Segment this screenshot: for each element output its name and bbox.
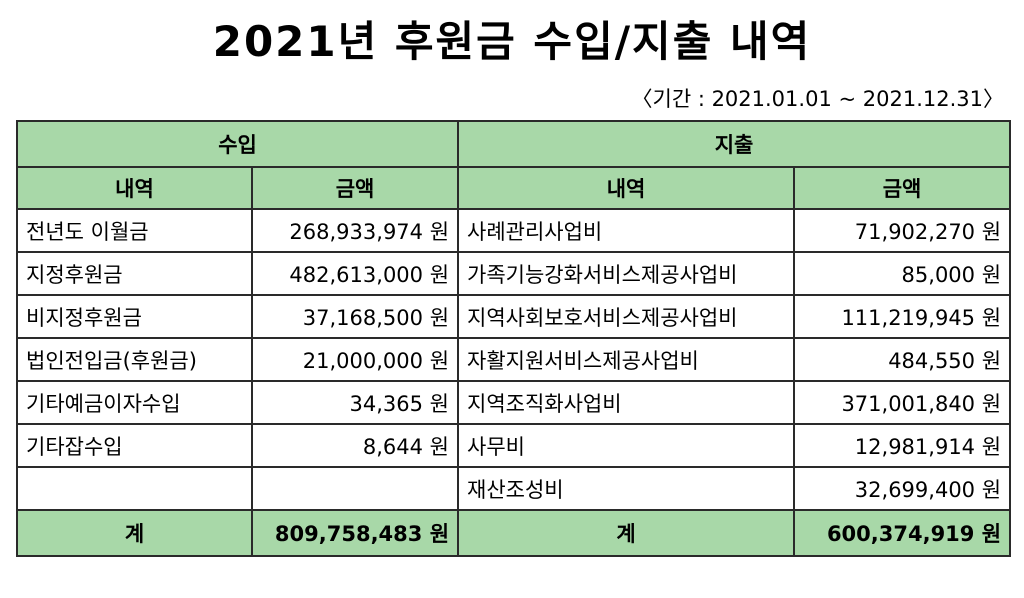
period-label: 〈기간 : 2021.01.01 ~ 2021.12.31〉 [631,87,1005,111]
expense-item: 가족기능강화서비스제공사업비 [457,251,796,296]
expense-item: 사례관리사업비 [457,208,796,253]
expense-section-header: 지출 [457,120,1012,168]
income-item: 지정후원금 [16,251,253,296]
income-amount [250,466,460,511]
expense-amount: 484,550 원 [793,337,1012,382]
income-item: 기타잡수입 [16,423,253,468]
table-row: 재산조성비 32,699,400 원 [16,466,1012,511]
income-item-header: 내역 [16,166,253,210]
total-row: 계 809,758,483 원 계 600,374,919 원 [16,509,1012,557]
income-amount: 34,365 원 [250,380,460,425]
income-section-header: 수입 [15,120,460,168]
income-total-label: 계 [16,509,253,557]
income-item: 전년도 이월금 [16,208,253,253]
page-title: 2021년 후원금 수입/지출 내역 [212,17,812,66]
expense-item: 자활지원서비스제공사업비 [457,337,796,382]
income-expense-table: 수입 지출 내역 금액 내역 금액 전년도 이월금 268,933,974 원 … [15,120,1012,557]
expense-item-header: 내역 [457,166,796,210]
table-row: 기타예금이자수입 34,365 원 지역조직화사업비 371,001,840 원 [16,380,1012,425]
income-amount: 21,000,000 원 [250,337,460,382]
expense-total-label: 계 [457,509,796,557]
section-header-row: 수입 지출 [15,120,1012,168]
expense-item: 지역사회보호서비스제공사업비 [457,294,796,339]
income-amount: 268,933,974 원 [250,208,460,253]
expense-item: 재산조성비 [457,466,796,511]
income-amount-header: 금액 [250,166,460,210]
table-row: 기타잡수입 8,644 원 사무비 12,981,914 원 [16,423,1012,468]
table-row: 지정후원금 482,613,000 원 가족기능강화서비스제공사업비 85,00… [16,251,1012,296]
income-item: 기타예금이자수입 [16,380,253,425]
income-item: 법인전입금(후원금) [16,337,253,382]
table-row: 전년도 이월금 268,933,974 원 사례관리사업비 71,902,270… [16,208,1012,253]
expense-amount: 371,001,840 원 [793,380,1012,425]
expense-amount: 111,219,945 원 [793,294,1012,339]
table-row: 비지정후원금 37,168,500 원 지역사회보호서비스제공사업비 111,2… [16,294,1012,339]
expense-amount: 32,699,400 원 [793,466,1012,511]
income-total-amount: 809,758,483 원 [250,509,460,557]
column-header-row: 내역 금액 내역 금액 [16,166,1012,210]
income-amount: 482,613,000 원 [250,251,460,296]
expense-amount-header: 금액 [793,166,1012,210]
income-item: 비지정후원금 [16,294,253,339]
table-row: 법인전입금(후원금) 21,000,000 원 자활지원서비스제공사업비 484… [16,337,1012,382]
income-amount: 37,168,500 원 [250,294,460,339]
expense-amount: 85,000 원 [793,251,1012,296]
expense-total-amount: 600,374,919 원 [793,509,1012,557]
expense-amount: 71,902,270 원 [793,208,1012,253]
expense-item: 사무비 [457,423,796,468]
income-item [16,466,253,511]
income-amount: 8,644 원 [250,423,460,468]
expense-item: 지역조직화사업비 [457,380,796,425]
expense-amount: 12,981,914 원 [793,423,1012,468]
